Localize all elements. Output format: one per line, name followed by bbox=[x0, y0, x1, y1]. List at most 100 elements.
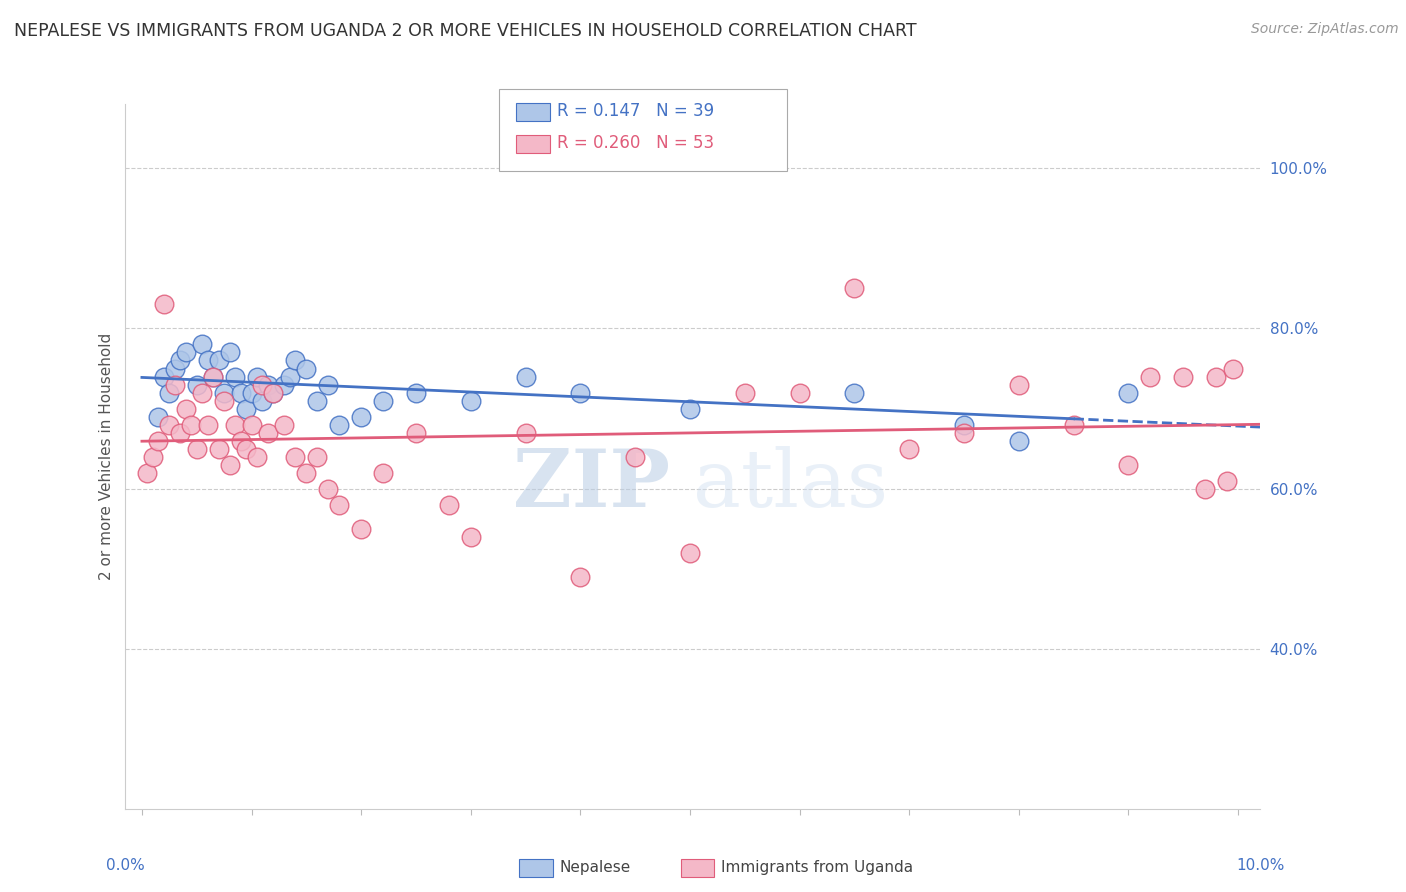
Point bbox=[235, 401, 257, 416]
Point bbox=[953, 417, 976, 432]
Point bbox=[153, 369, 176, 384]
Point bbox=[371, 393, 394, 408]
Point bbox=[284, 450, 307, 464]
Point bbox=[235, 442, 257, 456]
Point bbox=[273, 377, 295, 392]
Point bbox=[284, 353, 307, 368]
Point bbox=[197, 353, 219, 368]
Point bbox=[148, 434, 170, 448]
Point bbox=[252, 377, 274, 392]
Point bbox=[1173, 369, 1195, 384]
Point bbox=[460, 393, 482, 408]
Point bbox=[953, 425, 976, 440]
Point bbox=[273, 417, 295, 432]
Point bbox=[328, 498, 350, 512]
Point bbox=[169, 353, 191, 368]
Point bbox=[316, 377, 339, 392]
Point bbox=[202, 369, 225, 384]
Point bbox=[157, 385, 180, 400]
Point bbox=[208, 353, 231, 368]
Point bbox=[569, 385, 592, 400]
Point bbox=[208, 442, 231, 456]
Point bbox=[844, 385, 866, 400]
Text: atlas: atlas bbox=[693, 446, 887, 524]
Point bbox=[180, 417, 202, 432]
Text: ZIP: ZIP bbox=[513, 446, 671, 524]
Point bbox=[371, 466, 394, 480]
Text: 0.0%: 0.0% bbox=[105, 858, 145, 872]
Point bbox=[1008, 377, 1031, 392]
Point bbox=[1205, 369, 1227, 384]
Point bbox=[148, 409, 170, 424]
Point bbox=[229, 434, 252, 448]
Point bbox=[224, 417, 246, 432]
Point bbox=[679, 546, 702, 560]
Point bbox=[212, 393, 235, 408]
Point bbox=[405, 425, 427, 440]
Point bbox=[240, 385, 263, 400]
Point bbox=[1216, 474, 1239, 488]
Point bbox=[169, 425, 191, 440]
Point bbox=[350, 522, 373, 536]
Point bbox=[157, 417, 180, 432]
Point bbox=[202, 369, 225, 384]
Point bbox=[1063, 417, 1085, 432]
Point bbox=[316, 482, 339, 496]
Point bbox=[789, 385, 811, 400]
Point bbox=[460, 530, 482, 544]
Point bbox=[307, 393, 329, 408]
Point bbox=[515, 425, 537, 440]
Point bbox=[350, 409, 373, 424]
Text: Source: ZipAtlas.com: Source: ZipAtlas.com bbox=[1251, 22, 1399, 37]
Point bbox=[224, 369, 246, 384]
Point bbox=[1139, 369, 1161, 384]
Point bbox=[218, 345, 240, 359]
Point bbox=[1222, 361, 1244, 376]
Point bbox=[246, 450, 269, 464]
Point bbox=[515, 369, 537, 384]
Point bbox=[191, 337, 214, 351]
Point bbox=[174, 345, 197, 359]
Text: R = 0.147   N = 39: R = 0.147 N = 39 bbox=[557, 103, 714, 120]
Text: Nepalese: Nepalese bbox=[560, 861, 631, 875]
Point bbox=[262, 385, 284, 400]
Point bbox=[262, 385, 284, 400]
Point bbox=[257, 377, 280, 392]
Point bbox=[163, 361, 186, 376]
Point bbox=[295, 466, 318, 480]
Point bbox=[437, 498, 460, 512]
Point bbox=[278, 369, 301, 384]
Point bbox=[142, 450, 165, 464]
Point bbox=[153, 297, 176, 311]
Text: R = 0.260   N = 53: R = 0.260 N = 53 bbox=[557, 134, 714, 152]
Point bbox=[405, 385, 427, 400]
Point bbox=[307, 450, 329, 464]
Point bbox=[734, 385, 756, 400]
Point bbox=[218, 458, 240, 472]
Point bbox=[212, 385, 235, 400]
Y-axis label: 2 or more Vehicles in Household: 2 or more Vehicles in Household bbox=[100, 333, 114, 580]
Point bbox=[1008, 434, 1031, 448]
Point bbox=[1118, 385, 1140, 400]
Point bbox=[136, 466, 159, 480]
Point bbox=[844, 281, 866, 295]
Point bbox=[252, 393, 274, 408]
Point bbox=[174, 401, 197, 416]
Point bbox=[246, 369, 269, 384]
Point bbox=[679, 401, 702, 416]
Point bbox=[624, 450, 647, 464]
Point bbox=[229, 385, 252, 400]
Point bbox=[295, 361, 318, 376]
Point bbox=[328, 417, 350, 432]
Point bbox=[186, 377, 208, 392]
Text: 10.0%: 10.0% bbox=[1236, 858, 1284, 872]
Point bbox=[163, 377, 186, 392]
Text: Immigrants from Uganda: Immigrants from Uganda bbox=[721, 861, 914, 875]
Point bbox=[257, 425, 280, 440]
Point bbox=[1118, 458, 1140, 472]
Point bbox=[186, 442, 208, 456]
Point bbox=[197, 417, 219, 432]
Point bbox=[569, 570, 592, 584]
Point bbox=[898, 442, 921, 456]
Point bbox=[1194, 482, 1216, 496]
